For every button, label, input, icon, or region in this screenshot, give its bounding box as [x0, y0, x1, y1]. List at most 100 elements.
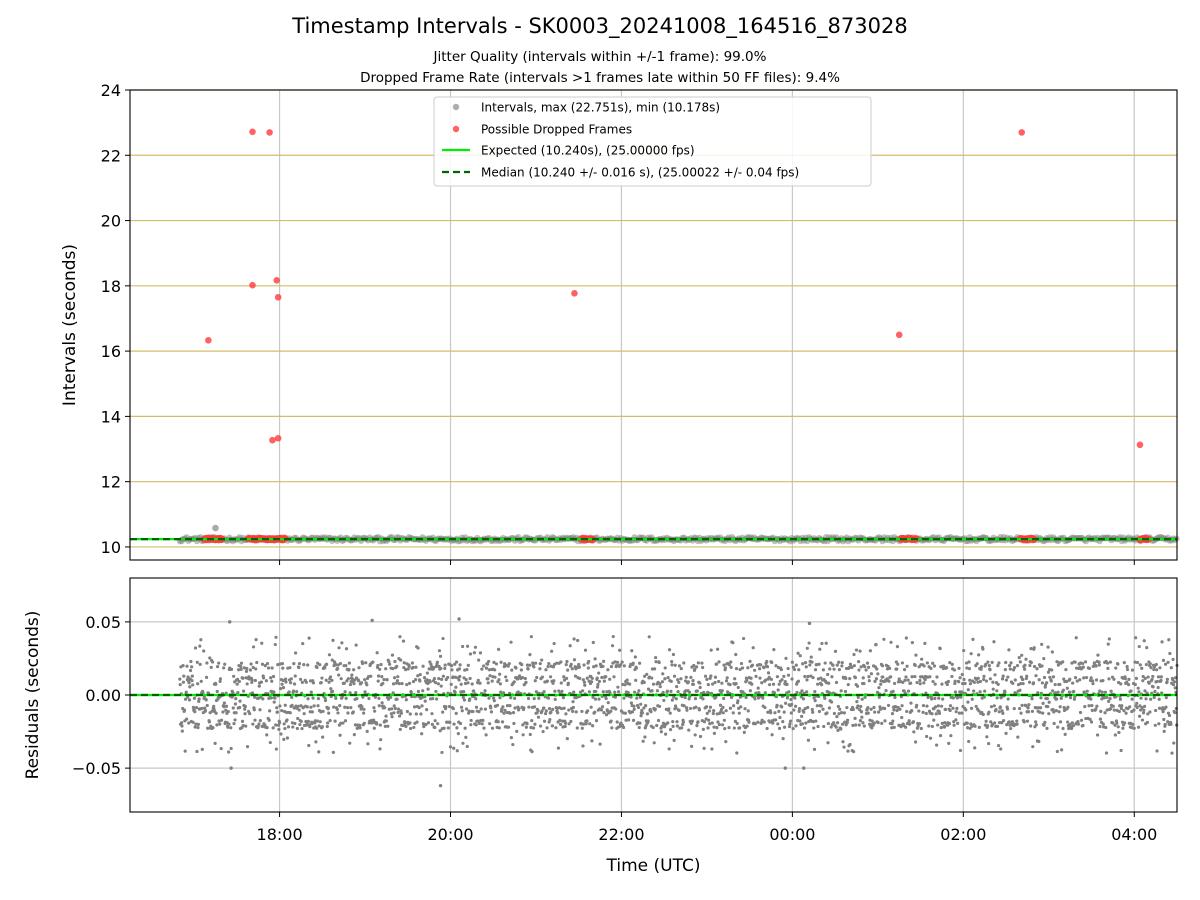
dropped-frame-rate-subtitle: Dropped Frame Rate (intervals >1 frames …	[360, 70, 840, 86]
residual-point	[1164, 662, 1168, 666]
residual-point	[362, 711, 366, 715]
residual-point	[468, 697, 472, 701]
residual-point	[785, 682, 789, 686]
residual-point	[237, 668, 241, 672]
residual-point	[533, 722, 537, 726]
residual-point	[493, 675, 497, 679]
residual-point	[736, 699, 740, 703]
residual-point	[624, 718, 628, 722]
residual-point	[964, 708, 968, 712]
residual-point	[604, 675, 608, 679]
residual-point	[702, 746, 706, 750]
residual-point	[900, 661, 905, 665]
residual-point	[1135, 701, 1139, 705]
residual-point	[544, 709, 548, 713]
residual-point	[362, 721, 366, 725]
residual-point	[1136, 686, 1140, 690]
residual-point	[422, 675, 427, 680]
residual-point	[609, 709, 613, 713]
residual-point	[1032, 664, 1037, 669]
residual-point	[331, 750, 335, 754]
residual-point	[686, 680, 691, 684]
residual-point	[205, 661, 209, 665]
residual-point	[272, 690, 276, 694]
residual-point	[320, 676, 324, 680]
residual-point	[582, 722, 586, 726]
residual-point	[436, 722, 440, 726]
residual-point	[323, 698, 328, 703]
residual-point	[566, 681, 570, 685]
residual-point	[1079, 718, 1084, 722]
y-axis-label: Intervals (seconds)	[60, 244, 80, 406]
residual-point	[1006, 697, 1010, 701]
residual-point	[602, 659, 606, 663]
residual-point	[454, 685, 458, 689]
residual-point	[389, 712, 393, 716]
residual-point	[1156, 675, 1161, 679]
residual-point	[364, 661, 368, 665]
residual-point	[477, 658, 481, 662]
residual-point	[567, 708, 571, 712]
residual-point	[376, 663, 380, 668]
residual-point	[853, 716, 857, 720]
residual-point	[829, 725, 833, 729]
residual-point	[277, 727, 281, 732]
residual-point	[783, 679, 787, 684]
residual-point	[542, 690, 546, 694]
residual-point	[663, 666, 667, 670]
residual-point	[341, 721, 345, 725]
residual-point	[854, 723, 858, 727]
residual-point	[240, 719, 245, 723]
residual-point	[1047, 712, 1051, 716]
residual-point	[433, 681, 438, 685]
residual-point	[426, 721, 431, 725]
residual-point	[856, 704, 860, 708]
residual-point	[639, 714, 643, 718]
residual-point	[635, 696, 639, 700]
residual-point	[197, 699, 201, 704]
residual-point	[418, 672, 422, 677]
residual-point	[666, 675, 670, 680]
residual-point	[963, 681, 967, 686]
residual-point	[1013, 678, 1017, 682]
residual-point	[723, 666, 728, 670]
residual-point	[324, 678, 328, 682]
residual-point	[982, 677, 986, 682]
residual-point	[957, 666, 961, 670]
residual-point	[1091, 682, 1095, 686]
residual-point	[782, 674, 786, 678]
residual-point	[605, 690, 609, 694]
legend-box	[433, 96, 872, 187]
residual-point	[217, 661, 221, 665]
residual-point	[555, 661, 559, 665]
residual-point	[837, 668, 841, 672]
residual-point	[1094, 707, 1098, 711]
residual-point	[675, 684, 679, 689]
residual-point	[722, 696, 726, 701]
residual-point	[398, 635, 402, 639]
residual-point	[217, 719, 221, 723]
residual-point	[528, 732, 532, 737]
residual-point	[1016, 735, 1020, 739]
residual-point	[482, 664, 486, 668]
residual-point	[182, 708, 187, 712]
legend-label: Expected (10.240s), (25.00000 fps)	[481, 144, 695, 158]
residual-point	[840, 661, 844, 665]
residual-point	[532, 705, 537, 709]
residual-point	[657, 704, 662, 709]
residual-point	[331, 638, 335, 643]
residual-point	[836, 704, 840, 709]
residual-point	[809, 655, 813, 659]
residual-point	[797, 709, 801, 713]
residual-point	[1161, 710, 1165, 714]
residual-point	[1025, 674, 1029, 678]
residual-point	[868, 649, 872, 653]
residual-point	[1025, 719, 1030, 723]
residual-point	[927, 724, 931, 728]
residual-point	[271, 726, 275, 730]
residual-point	[1049, 679, 1053, 683]
residual-point	[940, 682, 944, 686]
residual-point	[556, 711, 560, 715]
residual-point	[199, 638, 203, 642]
residual-point	[1056, 690, 1060, 694]
